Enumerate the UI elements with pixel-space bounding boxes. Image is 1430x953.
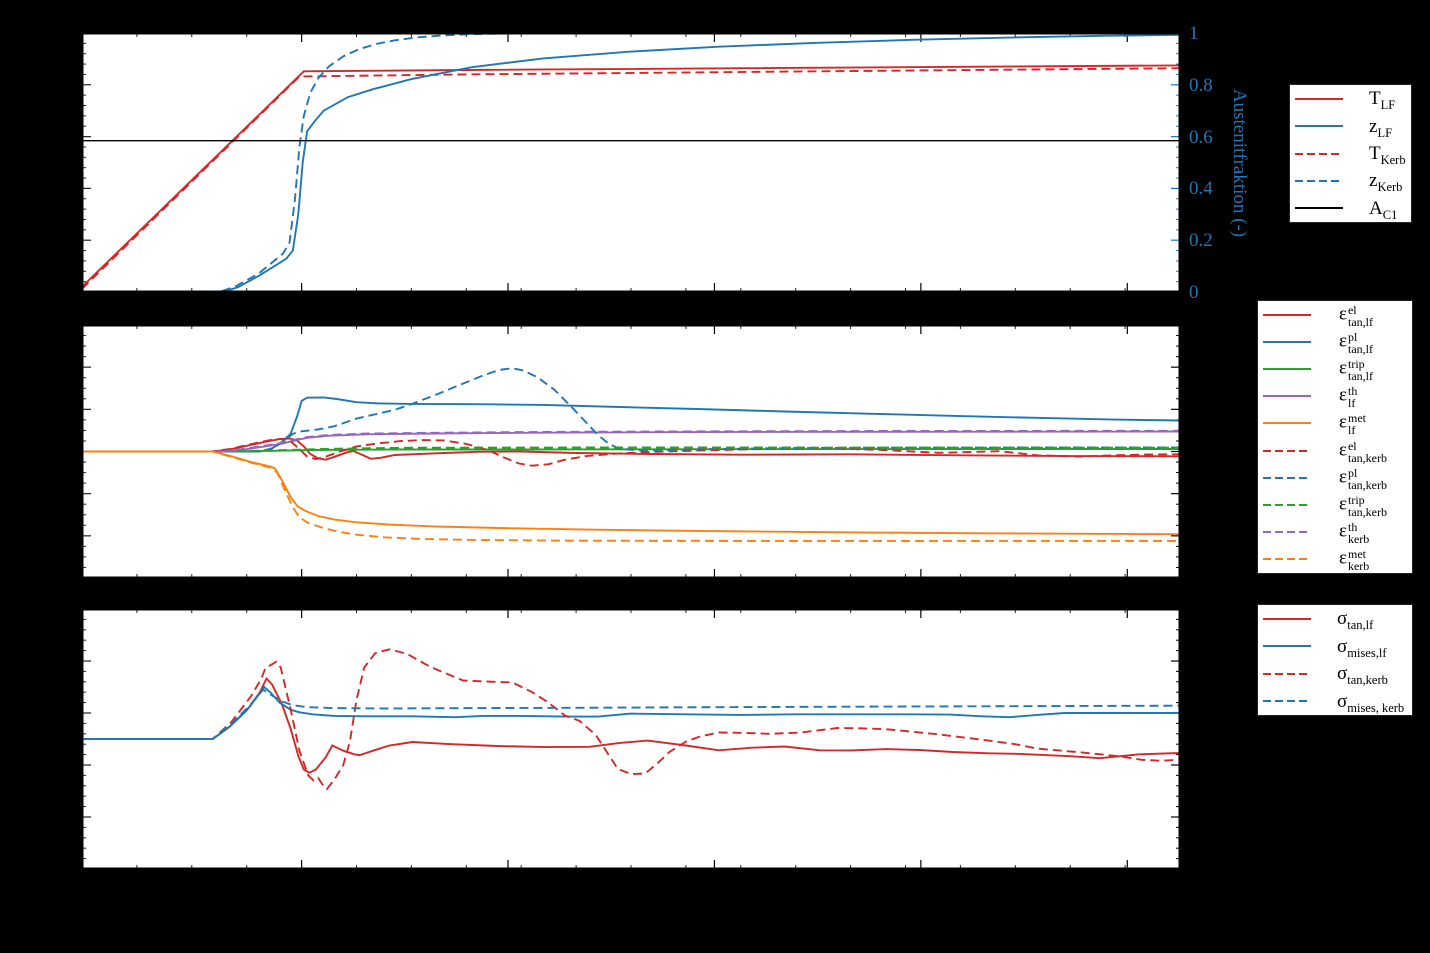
legend-item: σtan,kerb — [1258, 660, 1412, 688]
series-sigma_tan_lf — [82, 676, 1180, 774]
legend-label: σmises,lf — [1337, 635, 1387, 660]
legend-line-sample — [1263, 672, 1311, 675]
series-eps_met_lf — [82, 450, 1180, 536]
legend-item: ε el tan,lf — [1258, 301, 1412, 328]
legend-item: TLF — [1290, 85, 1411, 112]
legend-label: σtan,lf — [1337, 608, 1374, 633]
legend-line-sample — [1263, 313, 1311, 316]
legend-label: zLF — [1369, 115, 1393, 140]
legend-line-sample — [1295, 179, 1343, 182]
legend-line-sample — [1263, 476, 1311, 479]
legend-line-sample — [1263, 645, 1311, 648]
series-sigma_mises_lf — [82, 685, 1180, 740]
legend-item: zLF — [1290, 112, 1411, 139]
legend-item: AC1 — [1290, 195, 1411, 222]
right-axis-tick-label: 0.8 — [1189, 74, 1213, 96]
legend-item: ε trip tan,kerb — [1258, 491, 1412, 518]
legend-label: ε pl tan,kerb — [1339, 465, 1387, 492]
series-sigma_mises_kerb — [82, 688, 1180, 740]
legend-item: ε th lf — [1258, 383, 1412, 410]
right-axis-tick-label: 1 — [1189, 23, 1199, 44]
panel-border — [82, 325, 1180, 578]
legend-item: σmises,lf — [1258, 633, 1412, 661]
legend-line-sample — [1263, 340, 1311, 343]
legend-bottom-panel: σtan,lf σmises,lf σtan,kerb σmises, kerb — [1257, 604, 1413, 716]
panel-border — [82, 609, 1180, 869]
legend-label: TKerb — [1369, 143, 1406, 168]
legend-label: ε met lf — [1339, 411, 1366, 438]
legend-line-sample — [1263, 531, 1311, 534]
series-eps_el_tan_kerb — [82, 437, 1180, 467]
legend-item: TKerb — [1290, 140, 1411, 167]
legend-line-sample — [1295, 207, 1343, 210]
legend-item: ε met lf — [1258, 410, 1412, 437]
legend-top-panel: TLF zLF TKerb zKerb AC1 — [1289, 84, 1412, 223]
right-axis-tick-label: 0.6 — [1189, 126, 1213, 148]
legend-label: ε th kerb — [1339, 520, 1370, 547]
legend-item: ε trip tan,lf — [1258, 355, 1412, 382]
series-eps_pl_tan_lf — [82, 396, 1180, 453]
legend-label: ε el tan,lf — [1339, 302, 1373, 329]
legend-label: TLF — [1369, 88, 1396, 113]
series-eps_trip_tan_kerb — [82, 446, 1180, 453]
temperature-austenite-chart — [82, 33, 1180, 292]
legend-line-sample — [1295, 97, 1343, 100]
legend-label: σmises, kerb — [1337, 690, 1405, 715]
legend-label: ε trip tan,lf — [1339, 357, 1373, 383]
legend-line-sample — [1263, 700, 1311, 703]
legend-label: ε el tan,kerb — [1339, 438, 1387, 465]
series-z_Kerb — [82, 33, 1180, 292]
legend-label: ε met kerb — [1339, 547, 1370, 574]
legend-item: ε th kerb — [1258, 519, 1412, 546]
series-eps_met_kerb — [82, 450, 1180, 542]
right-axis-tick-label: 0.4 — [1189, 178, 1213, 200]
legend-line-sample — [1263, 558, 1311, 561]
legend-item: ε met kerb — [1258, 546, 1412, 573]
legend-middle-panel: ε el tan,lf ε pl tan,lf ε trip tan,lf ε th lf ε met lf… — [1257, 300, 1413, 574]
right-axis-title: Austenitfraktion (-) — [1229, 88, 1250, 237]
legend-label: ε pl tan,lf — [1339, 329, 1373, 356]
legend-line-sample — [1263, 368, 1311, 370]
right-axis-tick-label: 0.2 — [1189, 230, 1213, 252]
legend-line-sample — [1263, 617, 1311, 620]
legend-label: AC1 — [1369, 197, 1398, 222]
legend-item: ε pl tan,lf — [1258, 328, 1412, 355]
legend-label: ε trip tan,kerb — [1339, 493, 1387, 520]
series-eps_th_kerb — [82, 429, 1180, 453]
strain-components-chart — [82, 325, 1180, 578]
panel-border — [82, 33, 1180, 292]
legend-label: σtan,kerb — [1337, 663, 1388, 688]
legend-item: σmises, kerb — [1258, 688, 1412, 716]
series-z_LF — [82, 33, 1180, 292]
legend-line-sample — [1295, 152, 1343, 155]
series-T_LF — [82, 64, 1180, 288]
legend-line-sample — [1263, 504, 1311, 507]
legend-item: ε pl tan,kerb — [1258, 464, 1412, 491]
right-axis-tick-label: 0 — [1189, 282, 1199, 303]
legend-item: ε el tan,kerb — [1258, 437, 1412, 464]
legend-line-sample — [1295, 125, 1343, 128]
series-eps_pl_tan_kerb — [82, 367, 1180, 453]
stress-components-chart — [82, 609, 1180, 869]
legend-label: ε th lf — [1339, 384, 1358, 411]
legend-item: zKerb — [1290, 167, 1411, 194]
legend-line-sample — [1263, 395, 1311, 398]
legend-item: σtan,lf — [1258, 605, 1412, 633]
legend-line-sample — [1263, 422, 1311, 425]
series-T_Kerb — [82, 67, 1180, 290]
legend-label: zKerb — [1369, 170, 1403, 195]
legend-line-sample — [1263, 449, 1311, 452]
